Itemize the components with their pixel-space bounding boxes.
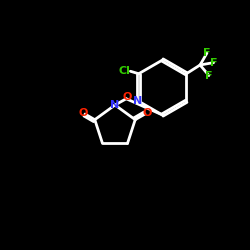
Text: N: N [110, 100, 120, 110]
Text: F: F [205, 70, 213, 81]
Text: O: O [123, 92, 132, 102]
Text: O: O [142, 108, 152, 118]
Text: F: F [210, 58, 217, 68]
Text: F: F [203, 48, 211, 58]
Text: N: N [133, 96, 142, 106]
Text: O: O [78, 108, 88, 118]
Text: Cl: Cl [119, 66, 131, 76]
